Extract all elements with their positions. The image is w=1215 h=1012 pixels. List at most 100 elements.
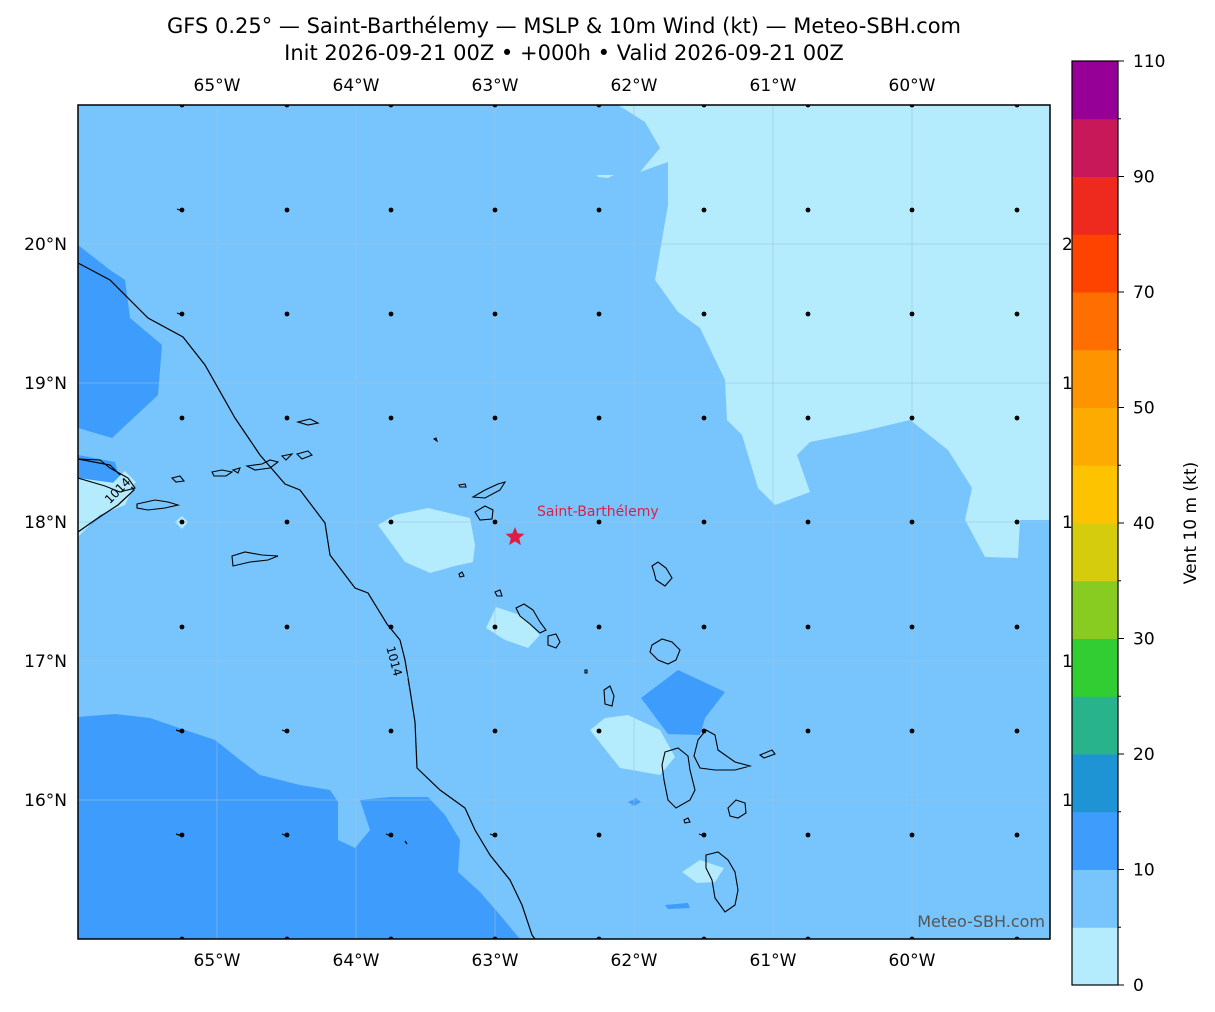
coast-statia [494, 589, 503, 597]
lon-labels-top: 65°W 64°W 63°W 62°W 61°W 60°W [194, 76, 936, 96]
coast-st-kitts [515, 603, 547, 634]
graticule [78, 105, 1050, 939]
site-marker-star [505, 527, 525, 546]
wind-field-0-5kt-central [378, 508, 475, 573]
svg-text:1: 1 [1062, 513, 1073, 533]
lon-label: 61°W [750, 76, 797, 96]
colorbar-segment [1072, 176, 1118, 235]
colorbar-segment [1072, 696, 1118, 755]
isobar-label-bg [97, 470, 137, 510]
wind-field-10-15kt-speck-2 [665, 903, 690, 909]
map-frame [77, 104, 1051, 940]
lat-label: 17°N [24, 652, 67, 672]
lon-label: 65°W [194, 76, 241, 96]
colorbar-tick-label: 10 [1133, 861, 1155, 881]
colorbar-tick-label: 110 [1133, 52, 1165, 72]
coast-guadeloupe-east [693, 729, 753, 771]
lat-label: 20°N [24, 235, 67, 255]
coast-nevis [547, 633, 561, 649]
coastlines [78, 418, 776, 913]
lat-label: 18°N [24, 513, 67, 533]
colorbar-tick-label: 40 [1133, 514, 1155, 534]
map-panel: 1014 1014 [78, 105, 1050, 939]
coast-st-martin [474, 505, 494, 521]
lon-label: 65°W [194, 951, 241, 971]
svg-text:1: 1 [1062, 791, 1073, 811]
wind-barb-ticks [175, 208, 705, 845]
coast-barbuda [651, 561, 673, 587]
lon-label: 64°W [333, 76, 380, 96]
coast-redonda [584, 669, 588, 674]
coast-marie-galante [727, 799, 747, 819]
lon-label: 64°W [333, 951, 380, 971]
wind-field-0-5kt-northeast [618, 105, 1050, 558]
coast-anguilla [471, 481, 507, 499]
colorbar-segment [1072, 465, 1118, 524]
colorbar-tick-label: 30 [1133, 630, 1155, 650]
colorbar-segment [1072, 811, 1118, 870]
wind-field-10-15kt-west [78, 245, 162, 438]
lon-label: 61°W [750, 951, 797, 971]
wind-field-0-5kt-dominica [682, 860, 724, 883]
coast-dominica [705, 851, 739, 913]
lon-label: 60°W [889, 951, 936, 971]
lon-label: 63°W [472, 951, 519, 971]
colorbar-segment [1072, 927, 1118, 986]
svg-text:1: 1 [1062, 652, 1073, 672]
isobar-1014 [78, 262, 536, 939]
coast-st-john [231, 467, 241, 474]
watermark: Meteo-SBH.com [917, 912, 1045, 931]
coast-les-saintes [683, 817, 691, 824]
colorbar-segment [1072, 234, 1118, 293]
coast-montserrat [603, 685, 615, 707]
wind-field-10-15kt-southwest [78, 714, 520, 939]
lat-label: 16°N [24, 791, 67, 811]
lon-label: 62°W [611, 76, 658, 96]
svg-text:2: 2 [1062, 235, 1073, 255]
coast-virgin-gorda [280, 453, 294, 461]
coast-st-croix [231, 551, 279, 567]
colorbar-tick-label: 20 [1133, 745, 1155, 765]
colorbar-tick-label: 70 [1133, 283, 1155, 303]
coast-sombrero [432, 437, 439, 443]
colorbar-segment [1072, 754, 1118, 813]
isobar-1014-puerto-rico [78, 458, 135, 533]
coast-culebra [170, 475, 186, 483]
wind-field-0-5kt-islet [597, 175, 614, 178]
wind-vector-grid [179, 105, 1020, 939]
lon-label: 63°W [472, 76, 519, 96]
coast-tortola [245, 459, 280, 471]
chart-subtitle: Init 2026-09-21 00Z • +000h • Valid 2026… [284, 41, 844, 65]
right-lat-fragments: 2 1 1 1 1 [1062, 235, 1073, 811]
colorbar-segment [1072, 292, 1118, 351]
chart-title: GFS 0.25° — Saint-Barthélemy — MSLP & 10… [166, 14, 962, 38]
colorbar-segment [1072, 869, 1118, 928]
coast-vieques [136, 499, 181, 511]
colorbar-segment [1072, 580, 1118, 639]
lon-labels-bottom: 65°W 64°W 63°W 62°W 61°W 60°W [194, 951, 936, 971]
colorbar-segment [1072, 407, 1118, 466]
colorbar: 0 10 20 30 40 50 70 90 110 [1071, 52, 1165, 996]
colorbar-tick-label: 90 [1133, 168, 1155, 188]
colorbar-segment [1072, 61, 1118, 120]
colorbar-tick-label: 50 [1133, 399, 1155, 419]
colorbar-segment [1072, 523, 1118, 582]
lon-label: 62°W [611, 951, 658, 971]
isobar-label-bg [382, 639, 408, 683]
lat-labels-left: 20°N 19°N 18°N 17°N 16°N [24, 235, 67, 811]
coast-guadeloupe-west [661, 747, 696, 809]
colorbar-segment [1072, 638, 1118, 697]
colorbar-segment [1072, 118, 1118, 177]
coast-saba [458, 571, 465, 578]
coast-bvi-islet [295, 418, 320, 426]
coast-st-thomas [211, 469, 234, 477]
svg-text:1: 1 [1062, 374, 1073, 394]
wind-field-0-5kt-statia [486, 607, 540, 648]
coast-desirade [758, 749, 776, 759]
wind-field-0-5kt-montserrat [590, 715, 675, 775]
coast-antigua [649, 638, 681, 665]
lon-label: 60°W [889, 76, 936, 96]
coast-puerto-rico [78, 458, 136, 493]
coast-anguilla-islet [458, 483, 467, 488]
